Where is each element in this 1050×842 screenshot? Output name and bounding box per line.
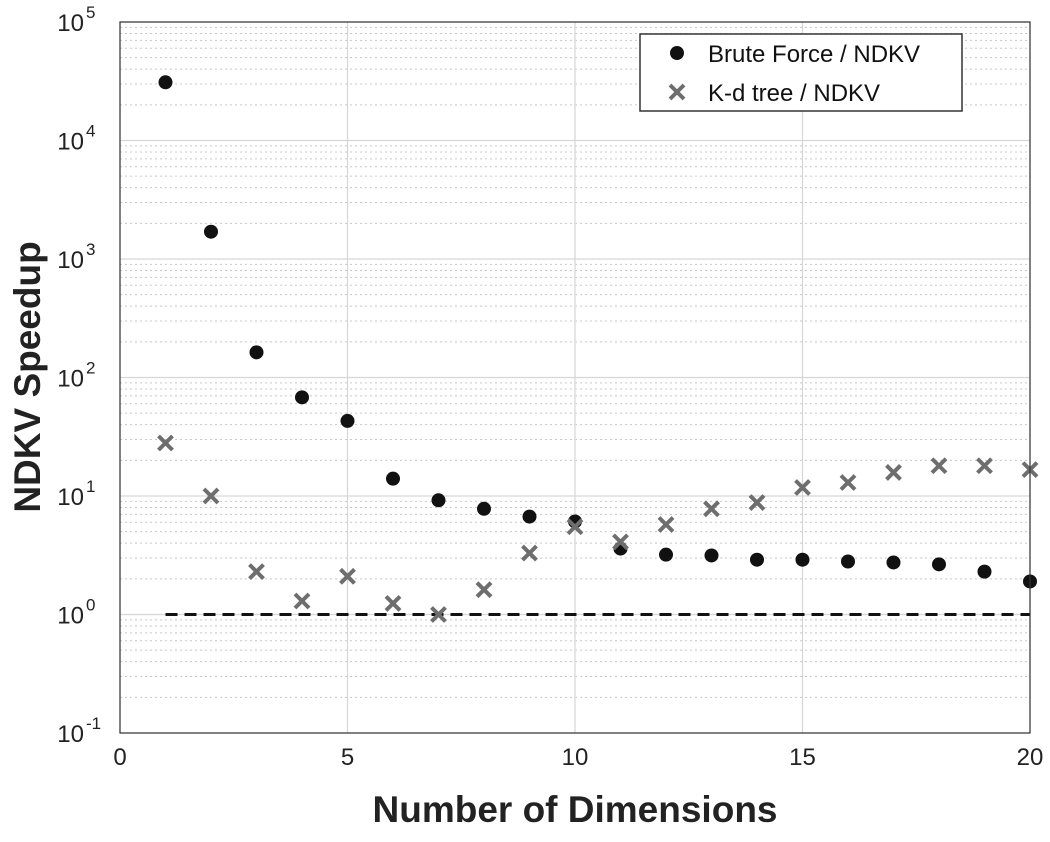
x-stroke xyxy=(566,518,584,536)
y-tick-exponent: 2 xyxy=(86,359,95,378)
x-stroke xyxy=(976,457,993,475)
x-stroke xyxy=(612,533,629,551)
y-tick-label: 10 xyxy=(57,603,84,630)
x-stroke xyxy=(475,581,493,599)
legend-marker-brute-force xyxy=(670,46,684,60)
y-tick-label: 10 xyxy=(57,366,84,393)
legend-box xyxy=(639,33,963,112)
point-kd-tree xyxy=(612,533,629,551)
point-kd-tree xyxy=(339,567,356,585)
point-brute-force xyxy=(522,509,537,524)
point-brute-force xyxy=(340,413,355,428)
point-brute-force xyxy=(158,75,173,90)
legend-label-brute-force: Brute Force / NDKV xyxy=(708,41,920,68)
point-brute-force xyxy=(431,493,446,508)
y-axis-label: NDKV Speedup xyxy=(7,241,48,512)
point-kd-tree xyxy=(885,464,902,481)
y-tick-label: 10 xyxy=(57,484,84,511)
x-stroke xyxy=(248,563,265,581)
point-kd-tree xyxy=(657,516,675,533)
point-kd-tree xyxy=(521,544,538,562)
y-tick-label: 10 xyxy=(57,721,84,748)
x-stroke xyxy=(339,567,356,585)
x-stroke xyxy=(521,544,538,562)
x-stroke xyxy=(430,606,447,623)
point-kd-tree xyxy=(566,518,584,536)
point-kd-tree xyxy=(703,500,720,518)
point-brute-force xyxy=(704,548,719,563)
y-tick-label: 10 xyxy=(57,129,84,156)
data-marks xyxy=(157,75,1039,623)
y-tick-label: 10 xyxy=(57,10,84,37)
x-stroke xyxy=(657,516,675,533)
point-brute-force xyxy=(249,345,264,360)
y-tick-exponent: 1 xyxy=(86,477,95,496)
x-stroke xyxy=(157,434,174,452)
y-tick-exponent: 0 xyxy=(86,596,95,615)
point-brute-force xyxy=(795,552,810,567)
x-tick-labels: 0 5 10 15 20 xyxy=(113,744,1043,771)
point-kd-tree xyxy=(248,563,265,581)
point-kd-tree xyxy=(430,606,447,623)
point-kd-tree xyxy=(748,494,766,511)
grid xyxy=(119,21,1031,734)
point-kd-tree xyxy=(976,457,993,475)
y-tick-exponent: 5 xyxy=(86,3,95,22)
point-kd-tree xyxy=(293,592,311,610)
y-tick-exponent: 4 xyxy=(86,122,95,141)
x-stroke xyxy=(748,494,766,511)
point-brute-force xyxy=(750,552,764,567)
point-brute-force xyxy=(386,471,400,486)
point-brute-force xyxy=(477,501,491,516)
x-stroke xyxy=(293,592,311,610)
point-brute-force xyxy=(204,224,218,239)
y-tick-label: 10 xyxy=(57,247,84,274)
point-kd-tree xyxy=(202,487,220,505)
point-brute-force xyxy=(295,390,309,405)
x-stroke xyxy=(384,595,402,612)
x-tick-label: 0 xyxy=(113,744,126,771)
x-tick-label: 10 xyxy=(562,744,589,771)
point-kd-tree xyxy=(930,457,948,475)
legend-label-kd-tree: K-d tree / NDKV xyxy=(708,80,880,107)
point-kd-tree xyxy=(384,595,402,612)
point-brute-force xyxy=(841,554,855,569)
x-tick-label: 20 xyxy=(1017,744,1044,771)
x-tick-label: 15 xyxy=(789,744,816,771)
point-brute-force xyxy=(659,547,673,562)
point-kd-tree xyxy=(157,434,174,452)
point-brute-force xyxy=(886,555,901,570)
plot-frame xyxy=(119,21,1031,734)
x-axis-label: Number of Dimensions xyxy=(373,789,778,830)
legend: Brute Force / NDKV K-d tree / NDKV xyxy=(639,33,963,112)
point-kd-tree xyxy=(475,581,493,599)
x-tick-label: 5 xyxy=(341,744,354,771)
x-stroke xyxy=(794,479,811,496)
x-stroke xyxy=(703,500,720,518)
legend-marker-kd-tree xyxy=(668,83,686,101)
x-stroke xyxy=(202,487,220,505)
point-kd-tree xyxy=(839,474,857,491)
point-kd-tree xyxy=(794,479,811,496)
y-tick-exponent: 3 xyxy=(86,240,95,259)
x-stroke xyxy=(930,457,948,475)
x-stroke xyxy=(885,464,902,481)
point-brute-force xyxy=(932,557,946,572)
point-brute-force xyxy=(977,564,992,579)
x-stroke xyxy=(839,474,857,491)
y-tick-exponent: -1 xyxy=(86,714,101,733)
